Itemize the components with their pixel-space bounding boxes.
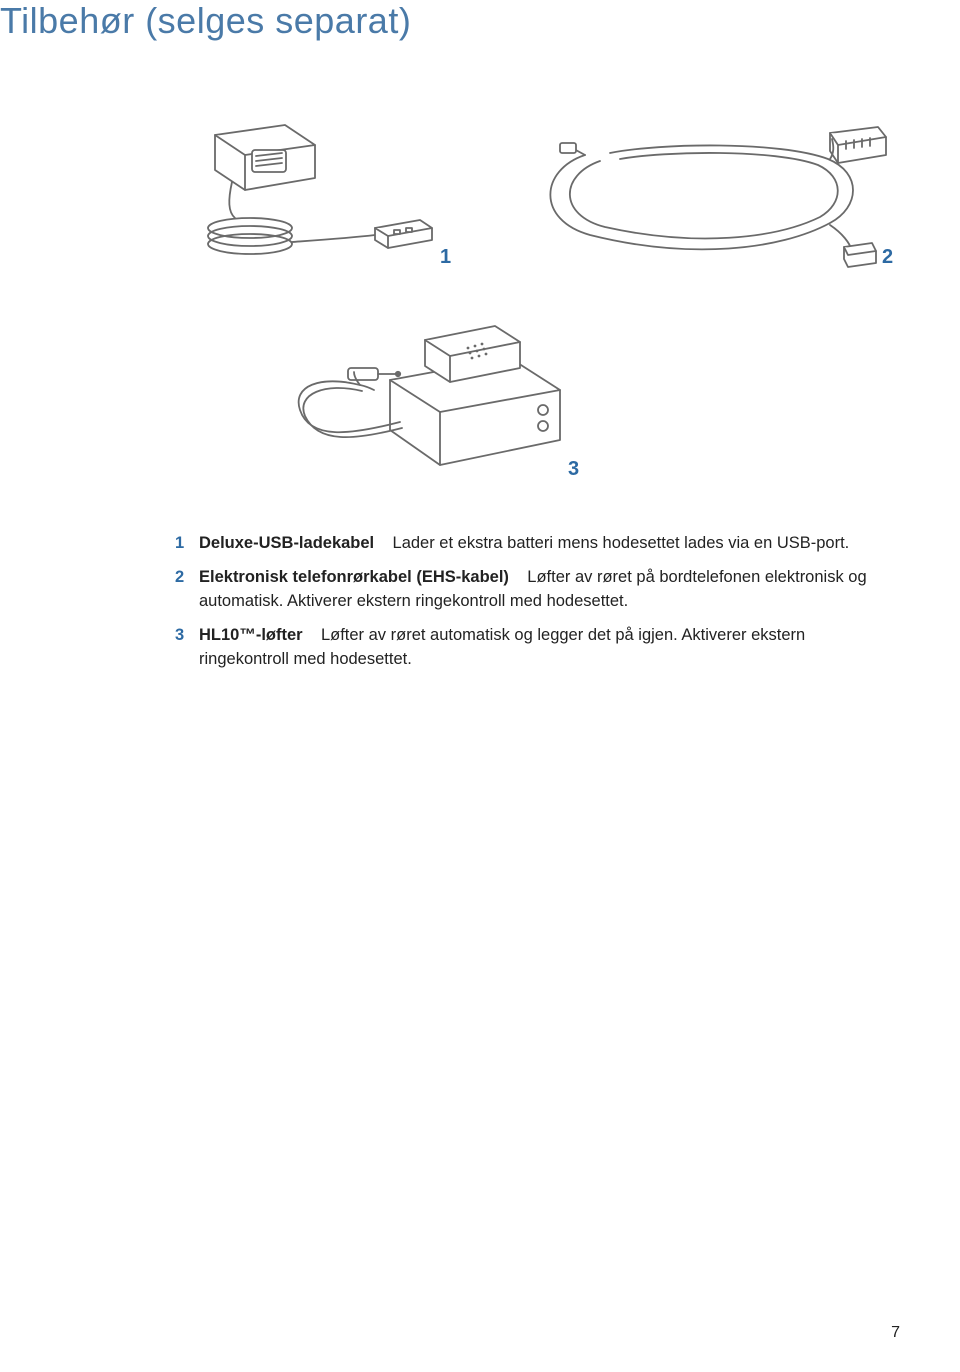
item-number: 3 (175, 624, 187, 672)
figures-area: 1 (120, 120, 900, 490)
figure-3 (270, 290, 580, 485)
figure-3-label: 3 (568, 458, 579, 481)
figure-1-label: 1 (440, 246, 451, 269)
figure-2-label: 2 (882, 246, 893, 269)
accessory-list: 1 Deluxe-USB-ladekabel Lader et ekstra b… (175, 532, 895, 682)
list-item: 3 HL10™-løfter Løfter av røret automatis… (175, 624, 895, 672)
item-desc: Lader et ekstra batteri mens hodesettet … (393, 534, 850, 552)
item-term: Elektronisk telefonrørkabel (EHS-kabel) (199, 568, 509, 586)
page-number: 7 (891, 1324, 900, 1342)
item-term: HL10™-løfter (199, 626, 303, 644)
item-term: Deluxe-USB-ladekabel (199, 534, 374, 552)
figure-1 (120, 120, 440, 275)
list-item: 1 Deluxe-USB-ladekabel Lader et ekstra b… (175, 532, 895, 556)
item-number: 1 (175, 532, 187, 556)
item-number: 2 (175, 566, 187, 614)
list-item: 2 Elektronisk telefonrørkabel (EHS-kabel… (175, 566, 895, 614)
figure-2 (530, 125, 890, 270)
page-title: Tilbehør (selges separat) (0, 0, 411, 42)
